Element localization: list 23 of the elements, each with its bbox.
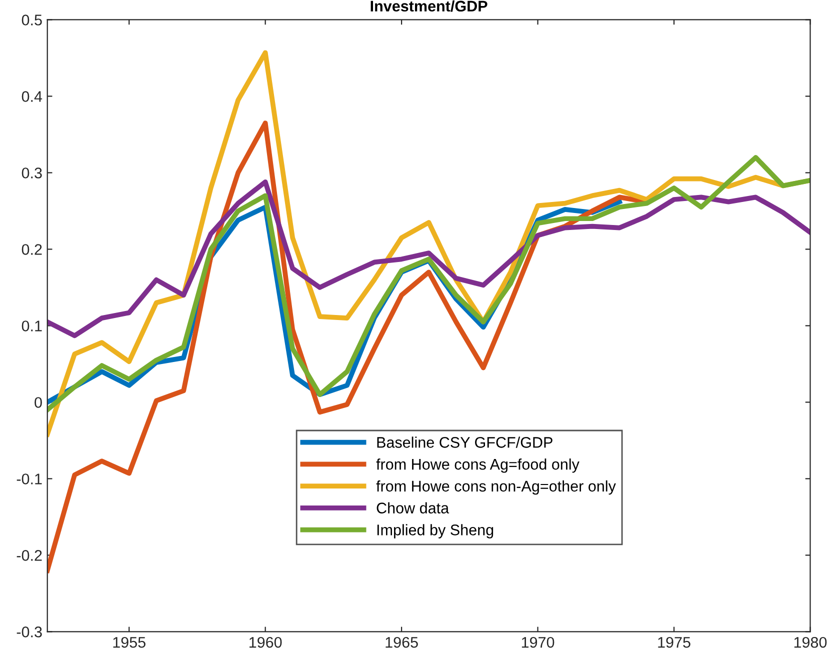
x-tick-label: 1970 bbox=[522, 636, 554, 648]
y-tick-label: 0.4 bbox=[22, 91, 42, 102]
legend-label: Implied by Sheng bbox=[377, 524, 494, 538]
y-tick-label: -0.2 bbox=[16, 550, 42, 561]
x-tick-label: 1980 bbox=[794, 636, 827, 648]
y-tick-label: -0.3 bbox=[16, 626, 42, 638]
legend-label: from Howe cons non-Ag=other only bbox=[376, 480, 616, 495]
y-tick-label: -0.1 bbox=[16, 474, 42, 484]
y-tick-label: 0.2 bbox=[22, 244, 42, 255]
y-tick-label: 0.1 bbox=[22, 320, 42, 332]
chart-title: Investment/GDP bbox=[370, 0, 488, 12]
x-tick-label: 1955 bbox=[113, 636, 146, 648]
y-tick-label: 0.3 bbox=[22, 168, 42, 178]
x-tick-label: 1965 bbox=[386, 636, 418, 648]
x-tick-label: 1975 bbox=[658, 636, 690, 648]
legend-label: Chow data bbox=[376, 502, 450, 514]
y-tick-label: 0.5 bbox=[22, 14, 42, 26]
x-tick-label: 1960 bbox=[250, 636, 282, 648]
line-series bbox=[47, 154, 810, 412]
legend-label: from Howe cons Ag=food only bbox=[376, 458, 580, 473]
line-series bbox=[47, 179, 810, 338]
legend-label: Baseline CSY GFCF/GDP bbox=[377, 436, 552, 448]
y-tick-label: 0 bbox=[34, 397, 42, 408]
